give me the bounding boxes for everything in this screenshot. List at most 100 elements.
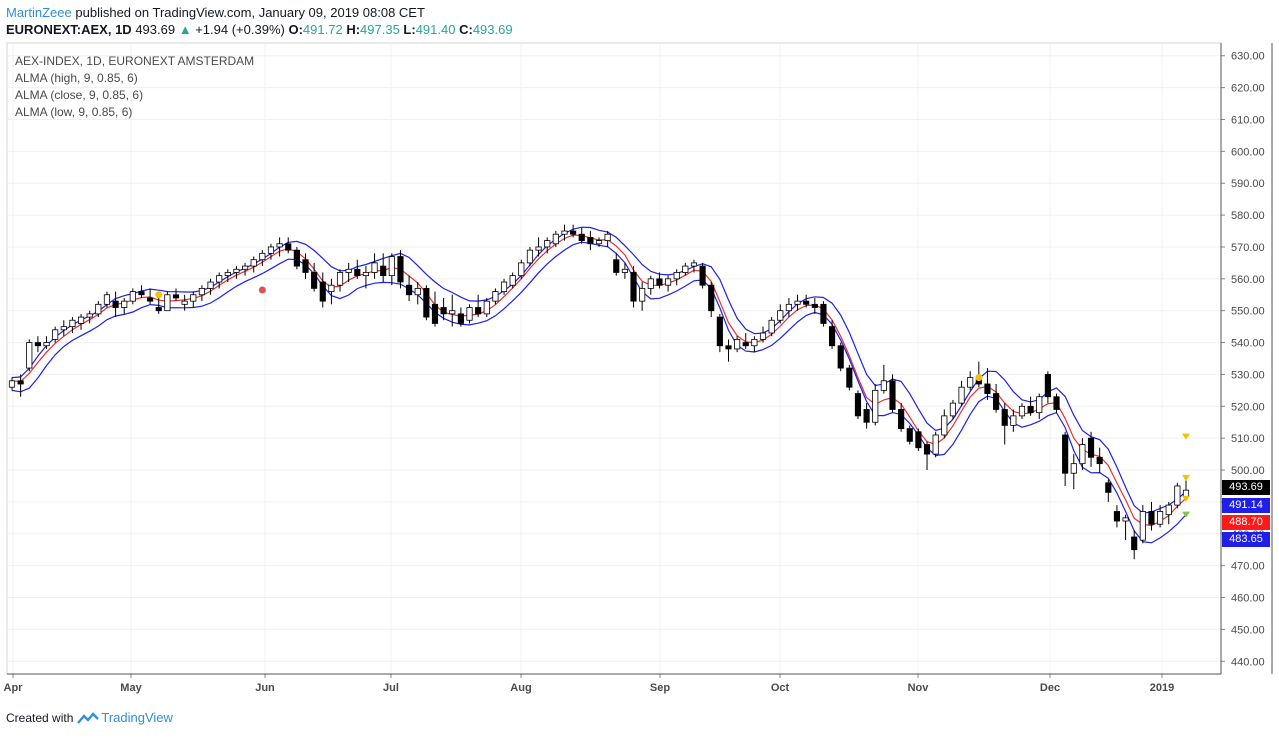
candle	[60, 326, 67, 331]
candle	[475, 307, 482, 315]
tradingview-brand-link[interactable]: TradingView	[101, 710, 173, 725]
candle	[872, 389, 879, 423]
author-link[interactable]: MartinZeee	[6, 5, 72, 20]
candle	[889, 380, 896, 410]
y-tick-label: 450.00	[1231, 624, 1265, 636]
open-value: 491.72	[302, 22, 343, 37]
candle	[820, 303, 827, 324]
candle	[1079, 444, 1086, 465]
legend-alma-close[interactable]: ALMA (close, 9, 0.85, 6)	[15, 88, 144, 102]
candle	[526, 249, 534, 264]
candle	[328, 284, 335, 292]
candle	[837, 345, 844, 369]
candle	[993, 393, 1000, 410]
created-with-text: Created with	[6, 710, 74, 725]
candle	[77, 316, 85, 324]
candle	[613, 259, 620, 273]
open-label: O:	[288, 22, 303, 37]
candle	[449, 310, 456, 315]
y-tick-label: 440.00	[1231, 656, 1265, 668]
candle	[578, 233, 585, 241]
legend-alma-high[interactable]: ALMA (high, 9, 0.85, 6)	[15, 71, 138, 85]
alma-close-price-tag: 488.70	[1222, 515, 1270, 530]
candle	[466, 307, 473, 321]
candle	[1070, 463, 1077, 474]
candle	[164, 294, 171, 312]
candle	[923, 444, 931, 455]
y-tick-label: 550.00	[1231, 306, 1265, 318]
candle	[43, 342, 50, 347]
candle	[1018, 405, 1026, 417]
candle	[1053, 396, 1060, 410]
last-price: 493.69	[135, 22, 176, 37]
candle	[1122, 517, 1129, 522]
footer: Created with TradingView	[6, 710, 173, 725]
candle	[682, 265, 689, 273]
candle	[734, 338, 741, 350]
candle	[181, 300, 188, 305]
x-tick-label: Sep	[650, 682, 670, 694]
candle	[595, 240, 603, 245]
candle	[932, 434, 939, 455]
candle	[17, 380, 24, 385]
candle	[423, 287, 430, 318]
signal-triangle	[1182, 495, 1190, 502]
candle	[1010, 415, 1017, 426]
candle	[759, 332, 767, 340]
candle	[241, 265, 249, 270]
candle	[1139, 511, 1146, 541]
alma-high-price-tag: 491.14	[1222, 498, 1270, 513]
candle	[716, 316, 723, 347]
legend-alma-low[interactable]: ALMA (low, 9, 0.85, 6)	[15, 105, 133, 119]
candle	[967, 377, 974, 388]
candle	[941, 415, 948, 436]
y-tick-label: 470.00	[1231, 561, 1265, 573]
y-tick-label: 530.00	[1231, 369, 1265, 381]
candle	[129, 291, 136, 302]
candle	[1131, 536, 1138, 551]
candle	[725, 345, 732, 350]
candle	[492, 291, 499, 302]
candle	[397, 256, 404, 283]
signal-triangle	[1182, 511, 1190, 518]
candle	[898, 409, 905, 430]
candle	[984, 383, 991, 394]
x-tick-label: Jul	[383, 682, 399, 694]
up-arrow-icon: ▲	[178, 22, 192, 37]
y-tick-label: 580.00	[1231, 210, 1265, 222]
tradingview-logo-icon	[77, 711, 100, 724]
signal-triangle	[1182, 433, 1190, 440]
candle	[371, 262, 378, 273]
candle	[293, 249, 300, 267]
candle	[95, 303, 102, 315]
low-value: 491.40	[415, 22, 456, 37]
candle	[1165, 504, 1172, 516]
candle	[406, 284, 413, 296]
high-value: 497.35	[360, 22, 400, 37]
candle	[699, 265, 706, 286]
candle	[52, 329, 59, 340]
candle	[708, 284, 715, 312]
candle	[216, 275, 223, 283]
low-label: L:	[403, 22, 416, 37]
candle	[518, 262, 525, 277]
x-tick-label: Jun	[255, 682, 275, 694]
candle	[768, 319, 775, 334]
candle	[8, 380, 16, 388]
x-tick-label: May	[120, 682, 142, 694]
alma-low-price-tag: 483.65	[1222, 532, 1270, 547]
signal-dot	[258, 286, 266, 294]
candle	[302, 259, 309, 273]
candle	[155, 307, 162, 312]
signal-dot	[155, 291, 163, 299]
chart-legend: AEX-INDEX, 1D, EURONEXT AMSTERDAM ALMA (…	[15, 53, 254, 121]
candle	[1027, 405, 1034, 414]
publish-header: MartinZeee published on TradingView.com,…	[6, 5, 425, 20]
candle	[1113, 511, 1121, 522]
x-tick-label: Nov	[908, 682, 930, 694]
candle	[751, 338, 758, 347]
symbol-label: EURONEXT:AEX, 1D	[6, 22, 132, 37]
candle	[34, 342, 41, 347]
